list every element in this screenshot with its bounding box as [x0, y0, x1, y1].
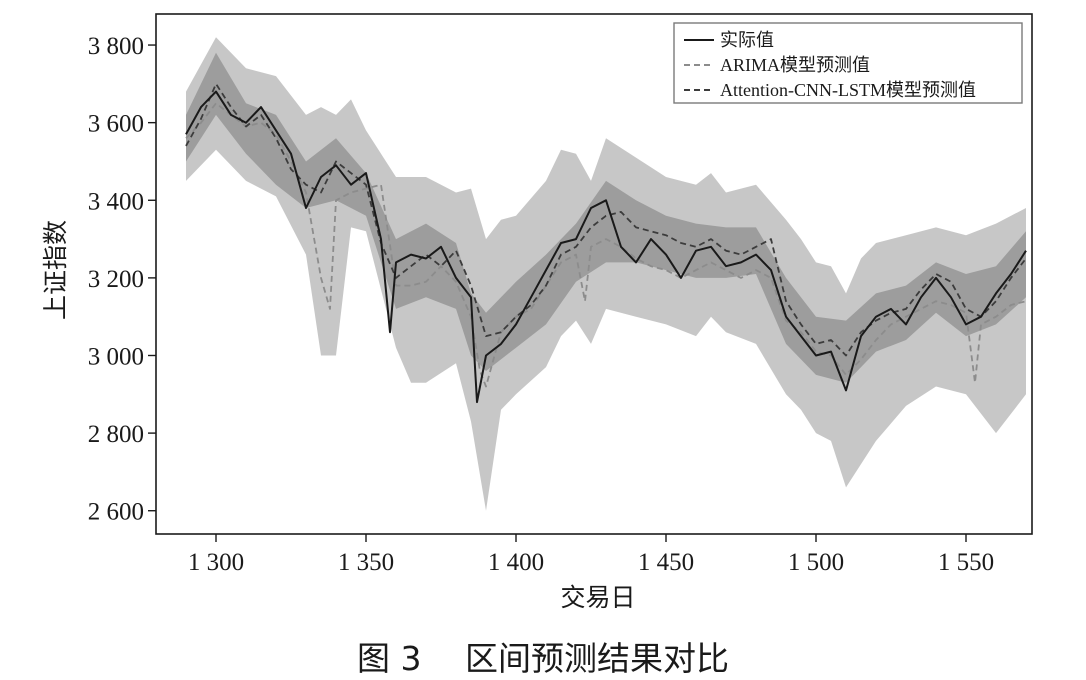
x-tick-label: 1 400 — [488, 549, 544, 576]
x-axis-ticks: 1 300 1 350 1 400 1 450 1 500 1 550 — [188, 534, 994, 576]
y-axis-label: 上证指数 — [41, 220, 70, 320]
y-axis-ticks: 2 600 2 800 3 000 3 200 3 400 3 600 3 800 — [88, 33, 156, 526]
series-line-arima — [185, 102, 1027, 388]
x-tick-label: 1 550 — [938, 549, 994, 576]
plot-frame — [155, 13, 1033, 535]
x-tick-label: 1 300 — [188, 549, 244, 576]
x-axis-label: 交易日 — [560, 583, 635, 612]
interval-band-arima — [186, 37, 1026, 511]
legend-label-attention: Attention-CNN-LSTM模型预测值 — [720, 80, 976, 100]
legend-box — [673, 22, 1023, 104]
x-tick-label: 1 350 — [338, 549, 394, 576]
x-tick-label: 1 450 — [638, 549, 694, 576]
series-lines — [185, 83, 1027, 404]
y-tick-label: 3 800 — [88, 33, 144, 60]
legend: 实际值 ARIMA模型预测值 Attention-CNN-LSTM模型预测值 — [673, 22, 1023, 104]
interval-bands — [186, 37, 1026, 511]
interval-prediction-chart: 2 600 2 800 3 000 3 200 3 400 3 600 3 800 1 30… — [41, 13, 1033, 612]
series-line-attention — [185, 83, 1027, 357]
y-tick-label: 2 600 — [88, 499, 144, 526]
legend-label-actual: 实际值 — [720, 30, 774, 50]
x-tick-label: 1 500 — [788, 549, 844, 576]
legend-label-arima: ARIMA模型预测值 — [720, 55, 870, 75]
y-tick-label: 3 400 — [88, 188, 144, 215]
y-tick-label: 3 600 — [88, 111, 144, 138]
y-tick-label: 3 000 — [88, 343, 144, 370]
y-tick-label: 3 200 — [88, 266, 144, 293]
figure-caption: 图 3 区间预测结果对比 — [357, 639, 729, 678]
interval-band-attention — [186, 52, 1026, 383]
y-tick-label: 2 800 — [88, 421, 144, 448]
series-line-actual — [185, 90, 1027, 404]
